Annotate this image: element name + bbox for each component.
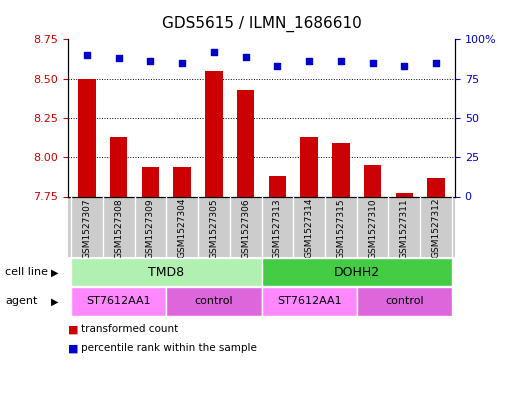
Text: TMD8: TMD8 [148, 266, 185, 279]
Point [210, 49, 218, 55]
Bar [142, 167, 159, 196]
Bar [205, 71, 223, 196]
Text: control: control [385, 296, 424, 307]
Text: control: control [195, 296, 233, 307]
Text: ▶: ▶ [51, 296, 59, 307]
Text: agent: agent [5, 296, 38, 307]
Point [368, 60, 377, 66]
Point [178, 60, 186, 66]
Bar [300, 137, 318, 196]
Point [305, 58, 313, 64]
Bar [269, 176, 286, 196]
Text: transformed count: transformed count [81, 324, 178, 334]
Bar [332, 143, 349, 196]
Text: ▶: ▶ [51, 267, 59, 277]
Text: ■: ■ [68, 324, 78, 334]
Text: ■: ■ [68, 343, 78, 353]
Bar [237, 90, 254, 196]
Point [242, 53, 250, 60]
Text: percentile rank within the sample: percentile rank within the sample [81, 343, 257, 353]
Point [115, 55, 123, 61]
Point [432, 60, 440, 66]
Text: GDS5615 / ILMN_1686610: GDS5615 / ILMN_1686610 [162, 16, 361, 32]
Text: ST7612AA1: ST7612AA1 [277, 296, 342, 307]
Point [273, 63, 281, 69]
Bar [78, 79, 96, 196]
Text: ST7612AA1: ST7612AA1 [86, 296, 151, 307]
Bar [174, 167, 191, 196]
Point [83, 52, 91, 58]
Point [400, 63, 408, 69]
Point [337, 58, 345, 64]
Point [146, 58, 155, 64]
Bar [395, 193, 413, 196]
Text: DOHH2: DOHH2 [334, 266, 380, 279]
Text: cell line: cell line [5, 267, 48, 277]
Bar [110, 137, 128, 196]
Bar [427, 178, 445, 196]
Bar [364, 165, 381, 196]
